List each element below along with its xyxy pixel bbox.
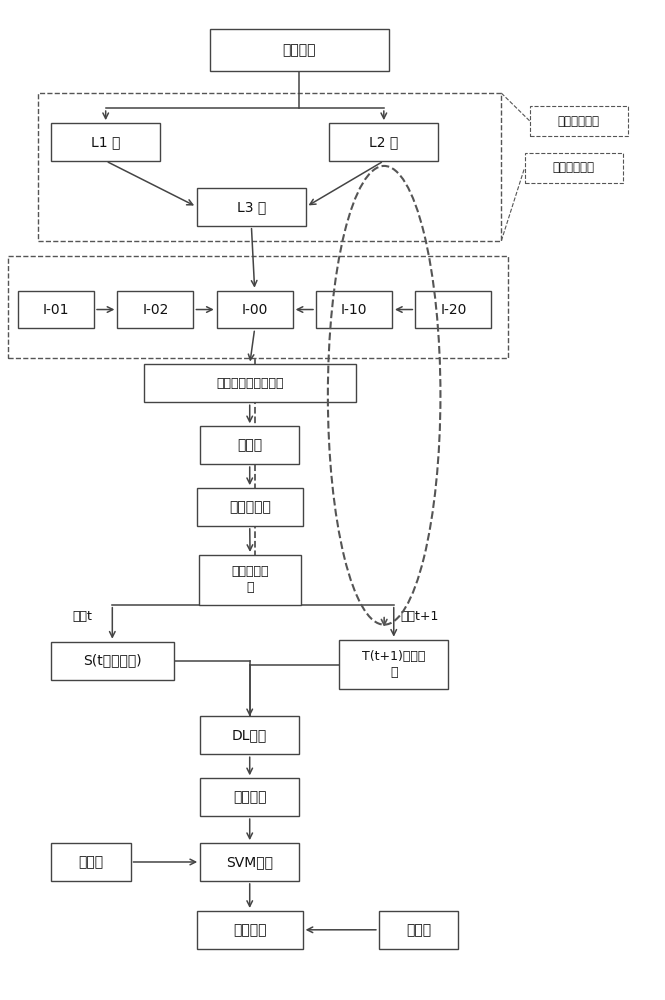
FancyBboxPatch shape: [144, 364, 356, 402]
FancyBboxPatch shape: [379, 911, 458, 949]
Text: S(t时刻张量): S(t时刻张量): [83, 654, 142, 668]
FancyBboxPatch shape: [51, 843, 130, 881]
Text: L2 层: L2 层: [369, 135, 398, 149]
FancyBboxPatch shape: [51, 642, 174, 680]
Text: SVM训练: SVM训练: [226, 855, 273, 869]
Text: I-02: I-02: [142, 303, 168, 317]
Text: 预测输出: 预测输出: [233, 923, 267, 937]
FancyBboxPatch shape: [18, 291, 94, 328]
Text: 二値化: 二値化: [237, 438, 262, 452]
FancyBboxPatch shape: [200, 426, 299, 464]
Text: 特征空间: 特征空间: [233, 790, 267, 804]
Text: T(t+1)时刻张
量: T(t+1)时刻张 量: [362, 650, 426, 679]
Text: 训练集: 训练集: [78, 855, 103, 869]
Text: I-00: I-00: [241, 303, 268, 317]
Text: L1 层: L1 层: [91, 135, 120, 149]
Text: I-10: I-10: [340, 303, 367, 317]
FancyBboxPatch shape: [197, 488, 303, 526]
Text: 深度感知模型: 深度感知模型: [558, 115, 600, 128]
FancyBboxPatch shape: [200, 778, 299, 816]
Text: DL空间: DL空间: [232, 728, 267, 742]
FancyBboxPatch shape: [51, 123, 160, 161]
Text: 时刻t+1: 时刻t+1: [400, 610, 439, 623]
Text: 「关联图集」: 「关联图集」: [553, 161, 595, 174]
FancyBboxPatch shape: [197, 911, 303, 949]
Text: 时刻t: 时刻t: [72, 610, 92, 623]
FancyBboxPatch shape: [200, 843, 299, 881]
Text: 精细化深度感知模型: 精细化深度感知模型: [216, 377, 283, 390]
FancyBboxPatch shape: [329, 123, 438, 161]
Text: 杂乱背景去
除: 杂乱背景去 除: [231, 565, 269, 594]
FancyBboxPatch shape: [210, 29, 389, 71]
Text: 形态学操作: 形态学操作: [229, 500, 271, 514]
Text: 输入图像: 输入图像: [283, 43, 316, 57]
Text: I-01: I-01: [43, 303, 69, 317]
FancyBboxPatch shape: [199, 555, 301, 605]
FancyBboxPatch shape: [339, 640, 448, 689]
FancyBboxPatch shape: [217, 291, 293, 328]
FancyBboxPatch shape: [415, 291, 491, 328]
FancyBboxPatch shape: [117, 291, 194, 328]
FancyBboxPatch shape: [197, 188, 306, 226]
FancyBboxPatch shape: [316, 291, 392, 328]
Text: 测试集: 测试集: [406, 923, 431, 937]
Text: L3 层: L3 层: [237, 200, 266, 214]
Text: I-20: I-20: [440, 303, 467, 317]
FancyBboxPatch shape: [200, 716, 299, 754]
